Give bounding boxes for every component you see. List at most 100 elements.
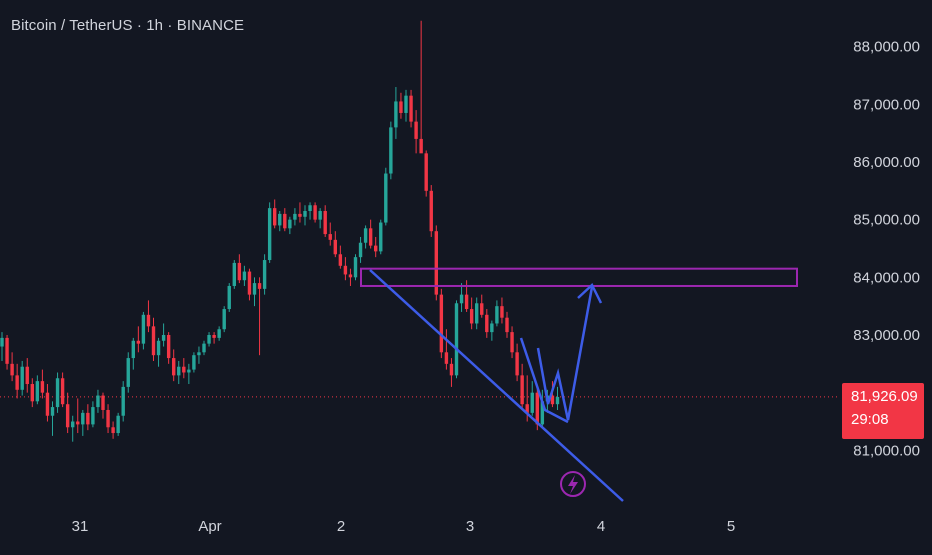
candle	[459, 283, 464, 312]
price-axis[interactable]: 81,000.00 83,000.00 84,000.00 85,000.00 86,0…	[853, 39, 920, 460]
candle-body	[0, 337, 4, 347]
candle	[444, 329, 449, 370]
candle-body	[30, 384, 34, 402]
candle-body	[50, 407, 55, 416]
candle-body	[520, 375, 524, 405]
candle	[318, 208, 322, 229]
candle	[273, 199, 277, 229]
time-axis-label: Apr	[198, 518, 221, 535]
candle-body	[242, 271, 247, 281]
candle	[480, 294, 484, 318]
candle	[368, 219, 373, 249]
candle-body	[222, 309, 226, 330]
candle	[394, 87, 398, 139]
candle-body	[530, 392, 534, 413]
candle	[348, 268, 353, 286]
candle-body	[419, 138, 423, 154]
candle	[358, 236, 363, 263]
time-axis[interactable]: 31 Apr 2 3 4 5	[72, 518, 736, 535]
candle-body	[273, 208, 277, 226]
candle-body	[444, 352, 449, 364]
time-axis-label: 3	[466, 518, 474, 535]
candle	[111, 421, 115, 439]
candle-body	[25, 366, 29, 385]
candle	[60, 372, 65, 408]
candle-body	[475, 303, 479, 324]
candle-body	[333, 239, 337, 255]
candle-body	[161, 335, 166, 341]
candle-body	[343, 265, 348, 275]
candle	[262, 254, 267, 295]
candle-body	[379, 222, 383, 252]
candle	[495, 300, 499, 327]
candle-body	[394, 101, 398, 128]
candle-body	[76, 421, 80, 425]
candle	[404, 89, 408, 122]
candle-body	[414, 121, 418, 139]
candle	[485, 309, 489, 338]
candle	[96, 389, 100, 413]
candle	[530, 381, 534, 416]
candle-body	[106, 409, 110, 428]
candle	[490, 320, 494, 341]
candle	[121, 381, 125, 422]
lightning-icon	[560, 471, 586, 497]
candle-body	[237, 262, 242, 281]
candle-body	[192, 355, 196, 370]
candle-body	[328, 234, 332, 240]
candle	[278, 211, 282, 232]
candle-body	[409, 95, 413, 122]
price-axis-label: 84,000.00	[853, 269, 920, 286]
candle-body	[303, 211, 307, 217]
candle-body	[262, 260, 267, 289]
candle	[177, 360, 181, 385]
candle	[131, 337, 135, 370]
candle-body	[490, 323, 494, 333]
candle-body	[35, 381, 40, 402]
candle-body	[485, 314, 489, 333]
candle	[182, 358, 186, 379]
candle-body	[172, 358, 176, 376]
candle-body	[116, 415, 120, 434]
candle-body	[464, 294, 469, 310]
candle	[86, 404, 90, 431]
candle	[237, 254, 242, 284]
candle-body	[278, 213, 282, 226]
candle-body	[540, 401, 545, 425]
candle-body	[96, 395, 100, 408]
candle-body	[535, 392, 539, 425]
candle	[35, 375, 40, 405]
candle-body	[374, 245, 378, 252]
candle-body	[510, 332, 514, 353]
last-price-value: 81,926.09	[851, 388, 918, 405]
candle-body	[257, 283, 262, 289]
candle	[10, 352, 14, 382]
drawing-layer[interactable]	[360, 267, 798, 502]
candle-body	[55, 378, 60, 408]
candle	[161, 323, 166, 347]
pattern-leg-down	[519, 337, 569, 424]
candle-body	[525, 404, 529, 413]
candle-body	[156, 340, 161, 356]
candle-body	[454, 303, 459, 376]
symbol-title[interactable]: Bitcoin / TetherUS · 1h · BINANCE	[11, 17, 245, 34]
arrow-head	[577, 282, 603, 304]
candle-body	[439, 294, 444, 353]
candle-body	[5, 337, 9, 364]
candle	[172, 349, 176, 382]
candle-body	[45, 392, 50, 416]
candles-layer	[0, 20, 560, 442]
candle	[50, 401, 55, 436]
candle-body	[348, 274, 353, 278]
candle-body	[363, 228, 368, 243]
candle-body	[252, 283, 257, 295]
candle	[116, 412, 120, 436]
price-axis-label: 87,000.00	[853, 96, 920, 113]
candle-body	[91, 407, 95, 425]
candle-body	[358, 242, 363, 258]
candle-body	[212, 335, 216, 338]
candle-body	[166, 335, 171, 359]
candle-body	[40, 381, 45, 393]
